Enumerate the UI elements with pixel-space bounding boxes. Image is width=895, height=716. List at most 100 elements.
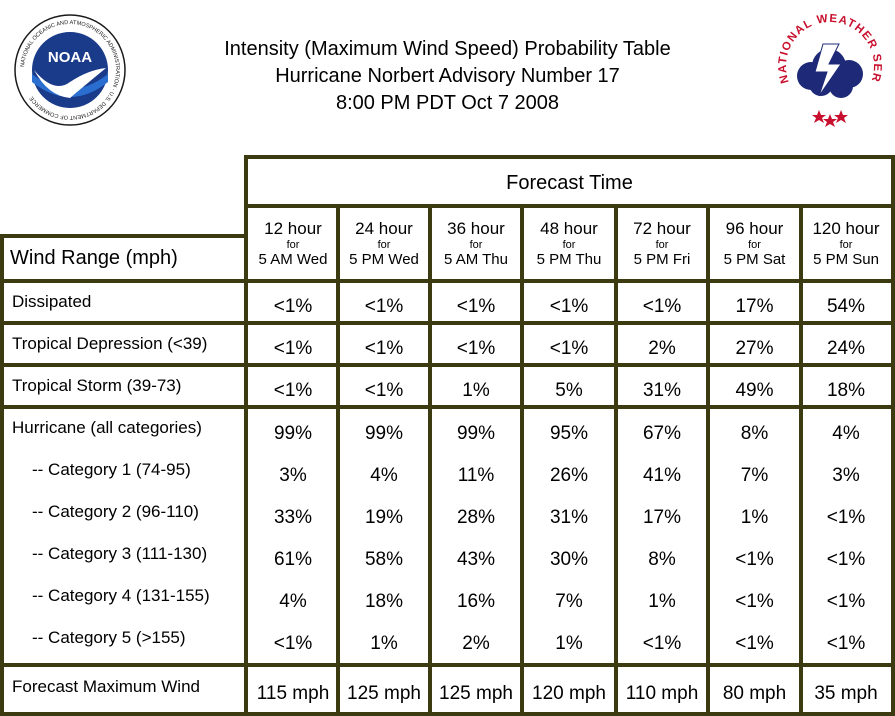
table-cell: 41% — [642, 465, 682, 486]
nws-logo: NATIONAL WEATHER SERVICE — [775, 10, 883, 127]
table-cell: <1% — [364, 380, 404, 401]
table-cell: 120 mph — [532, 683, 606, 704]
column-header-hour: 36 hour — [447, 219, 505, 238]
table-cell: 30% — [549, 549, 589, 570]
table-cell: <1% — [364, 296, 404, 317]
column-header-hour: 72 hour — [633, 219, 691, 238]
table-cell: 54% — [826, 296, 866, 317]
border-top — [244, 155, 895, 159]
table-cell: 3% — [832, 465, 860, 486]
table-cell: <1% — [826, 633, 866, 654]
border-col-3 — [614, 205, 618, 716]
table-cell: 31% — [642, 380, 682, 401]
table-cell: <1% — [273, 633, 313, 654]
column-header-for: for — [286, 239, 300, 251]
forecast-time-header: Forecast Time — [248, 161, 891, 205]
column-header: 12 hour for 5 AM Wed — [250, 210, 336, 278]
row-label: Hurricane (all categories) — [12, 418, 202, 437]
table-cell: 61% — [273, 549, 313, 570]
title-line-2: Hurricane Norbert Advisory Number 17 — [275, 65, 620, 87]
table-cell: 5% — [555, 380, 583, 401]
column-header-for: for — [469, 239, 483, 251]
column-header-for: for — [655, 239, 669, 251]
table-cell: <1% — [735, 633, 774, 654]
table-cell: 17% — [642, 507, 682, 528]
table-cell: 17% — [735, 296, 774, 317]
table-cell: 24% — [826, 338, 866, 359]
table-cell: 8% — [740, 423, 769, 444]
column-header: 96 hour for 5 PM Sat — [710, 210, 799, 278]
border-row-2 — [0, 363, 895, 367]
column-header: 36 hour for 5 AM Thu — [432, 210, 520, 278]
table-cell: 1% — [370, 633, 398, 654]
noaa-logo: NOAA NATIONAL OCEANIC AND ATMOSPHERIC AD… — [14, 14, 126, 126]
table-cell: 11% — [457, 465, 495, 486]
table-cell: 125 mph — [439, 683, 513, 704]
table-cell: 7% — [555, 591, 583, 612]
column-header-hour: 24 hour — [355, 219, 413, 238]
table-cell: 99% — [273, 423, 313, 444]
table-cell: 26% — [549, 465, 589, 486]
table-cell: <1% — [826, 507, 866, 528]
table-cell: <1% — [456, 338, 496, 359]
table-cell: 16% — [456, 591, 496, 612]
noaa-logo-text: NOAA — [48, 49, 92, 66]
border-label-top — [0, 234, 248, 238]
column-header: 72 hour for 5 PM Fri — [618, 210, 706, 278]
table-cell: 125 mph — [347, 683, 421, 704]
column-header-time: 5 PM Sat — [723, 251, 786, 268]
column-header-for: for — [562, 239, 576, 251]
border-col-5 — [799, 205, 803, 716]
table-cell: <1% — [273, 338, 313, 359]
title-line-3: 8:00 PM PDT Oct 7 2008 — [335, 92, 560, 114]
row-label: -- Category 1 (74-95) — [32, 460, 191, 479]
table-cell: <1% — [273, 296, 313, 317]
table-cell: 4% — [832, 423, 860, 444]
border-row-3 — [0, 405, 895, 409]
row-label: -- Category 2 (96-110) — [32, 502, 199, 521]
column-header-time: 5 AM Wed — [258, 251, 328, 268]
column-header-hour: 12 hour — [264, 219, 322, 238]
border-col-4 — [706, 205, 710, 716]
column-header-time: 5 PM Sun — [813, 251, 879, 268]
border-left-header — [244, 155, 248, 712]
table-cell: 4% — [279, 591, 307, 612]
column-header-time: 5 PM Wed — [349, 251, 419, 268]
column-header-hour: 96 hour — [725, 219, 784, 238]
table-cell: <1% — [735, 591, 774, 612]
table-cell: 4% — [370, 465, 398, 486]
table-cell: 7% — [740, 465, 769, 486]
column-header-for: for — [748, 239, 761, 251]
table-cell: 33% — [273, 507, 313, 528]
table-cell: 28% — [456, 507, 496, 528]
border-right — [891, 155, 895, 712]
table-cell: 27% — [735, 338, 774, 359]
row-header-label: Wind Range (mph) — [10, 247, 178, 269]
table-cell: 35 mph — [814, 683, 878, 704]
row-label: -- Category 5 (>155) — [32, 628, 186, 647]
table-cell: 95% — [549, 423, 589, 444]
border-row-4 — [0, 663, 895, 667]
table-cell: <1% — [549, 338, 589, 359]
border-row-0 — [0, 279, 895, 283]
row-label: Dissipated — [12, 292, 92, 311]
column-header-time: 5 AM Thu — [444, 251, 508, 268]
table-cell: <1% — [549, 296, 589, 317]
table-cell: <1% — [273, 380, 313, 401]
table-cell: 58% — [364, 549, 404, 570]
row-label: Tropical Storm (39-73) — [12, 376, 182, 395]
column-header: 48 hour for 5 PM Thu — [524, 210, 614, 278]
table-cell: <1% — [364, 338, 404, 359]
column-header: 24 hour for 5 PM Wed — [340, 210, 428, 278]
border-col-1 — [428, 205, 432, 716]
border-bottom — [0, 712, 895, 716]
table-cell: 99% — [456, 423, 496, 444]
table-cell: 19% — [364, 507, 404, 528]
table-cell: 115 mph — [256, 683, 330, 704]
border-col-2 — [520, 205, 524, 716]
forecast-time-label: Forecast Time — [506, 171, 633, 194]
table-cell: 18% — [364, 591, 404, 612]
column-header-hour: 120 hour — [812, 219, 880, 238]
row-label: -- Category 4 (131-155) — [32, 586, 210, 605]
column-header-time: 5 PM Thu — [536, 251, 602, 268]
